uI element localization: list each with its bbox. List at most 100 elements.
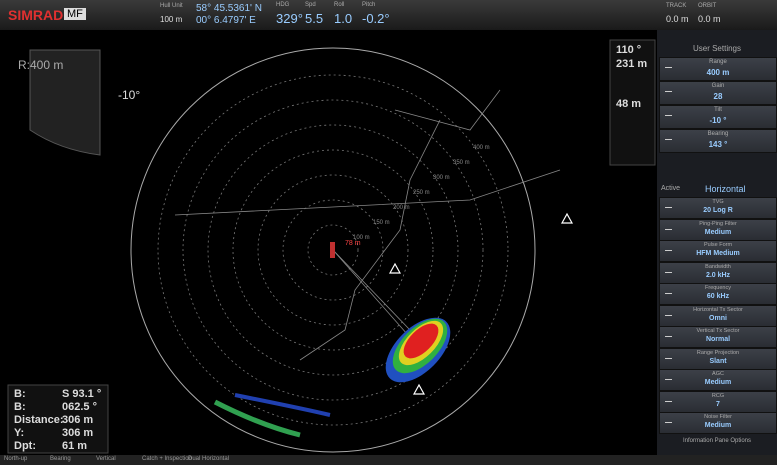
latitude: 58° 45.5361' N (196, 3, 262, 14)
echo (213, 317, 451, 438)
setting-value: 28 (713, 92, 723, 101)
setting-button[interactable]: Tilt -10 ° (659, 105, 777, 129)
info-value: 306 m (62, 427, 94, 439)
info-label: Distance: (14, 414, 64, 426)
setting-button[interactable]: AGC Medium (659, 369, 777, 391)
panel-footer[interactable]: Information Pane Options (682, 438, 752, 444)
setting-label: Frequency (705, 285, 731, 291)
brand: SIMRAD (8, 7, 64, 23)
setting-button[interactable]: Range 400 m (659, 57, 777, 81)
setting-label: Horizontal Tx Sector (693, 306, 743, 313)
setting-button[interactable]: Range Projection Slant (659, 347, 777, 370)
setting-value: Omni (709, 314, 727, 322)
sonar-view (7, 39, 656, 454)
setting-label: TVG (712, 199, 724, 205)
info-box (7, 384, 109, 454)
label: ORBIT (698, 3, 717, 9)
setting-value: Medium (704, 422, 732, 429)
setting-button[interactable]: Bandwidth 2.0 kHz (659, 261, 777, 284)
setting-value: Normal (705, 336, 731, 343)
info-label: B: (14, 388, 26, 400)
value: -0.2° (362, 11, 390, 26)
setting-label: Bandwidth (705, 263, 731, 270)
setting-value: 7 (716, 400, 720, 408)
setting-button[interactable]: Bearing 143 ° (659, 129, 777, 153)
setting-button[interactable]: Pulse Form HFM Medium (659, 240, 777, 262)
info-value: 062.5 ° (62, 401, 97, 413)
label: Pitch (362, 2, 376, 8)
ring-label: 400 m (473, 145, 490, 151)
info-label: Y: (14, 427, 25, 439)
marker-label: 78 m (345, 240, 361, 247)
setting-button[interactable]: Horizontal Tx Sector Omni (659, 304, 777, 327)
distance: 231 m (616, 58, 648, 70)
tab[interactable]: Dual Horizontal (188, 456, 230, 462)
setting-label: AGC (712, 371, 724, 377)
range-label: R:400 m (18, 58, 64, 72)
value: 0.0 m (698, 14, 721, 24)
setting-value: -10 ° (709, 116, 727, 125)
label: Roll (334, 2, 345, 8)
setting-button[interactable]: Noise Filter Medium (659, 412, 777, 434)
tab[interactable]: North-up (4, 456, 28, 462)
longitude: 00° 6.4797' E (196, 15, 256, 26)
top-bar: SIMRAD MF Hull Unit 100 m 58° 45.5361' N 00° … (0, 0, 777, 30)
setting-button[interactable]: Vertical Tx Sector Normal (659, 326, 777, 348)
value: 1.0 (334, 11, 353, 26)
setting-button[interactable]: Gain 28 (659, 81, 777, 105)
setting-button[interactable]: RCG 7 (659, 390, 777, 413)
setting-label: Vertical Tx Sector (696, 328, 740, 334)
ring-label: 200 m (393, 205, 410, 211)
setting-value: 20 Log R (703, 207, 733, 214)
setting-label: Tilt (714, 107, 722, 113)
tilt-indicator (29, 49, 101, 156)
setting-label: Noise Filter (704, 414, 732, 420)
setting-label: Gain (711, 83, 725, 89)
setting-label: Range (709, 59, 727, 65)
setting-label: Range Projection (696, 349, 740, 356)
ring-label: 150 m (373, 220, 390, 226)
setting-value: HFM Medium (696, 250, 740, 257)
setting-button[interactable]: Frequency 60 kHz (659, 283, 777, 305)
vessel (330, 242, 335, 258)
tab[interactable]: Catch + Inspection (142, 456, 192, 462)
info-label: Dpt: (14, 440, 36, 452)
setting-label: Ping-Ping Filter (699, 220, 737, 227)
tilt-label: -10° (118, 88, 141, 102)
label: TRACK (666, 3, 687, 9)
info-label: B: (14, 401, 26, 413)
readout-box (609, 39, 656, 166)
active-label: Active (661, 185, 681, 192)
value: 5.5 (305, 11, 324, 26)
setting-button[interactable]: TVG 20 Log R (659, 197, 777, 219)
info-value: 306 m (62, 414, 94, 426)
ring-label: 350 m (453, 160, 470, 166)
info-value: 61 m (62, 440, 88, 452)
setting-button[interactable]: Ping-Ping Filter Medium (659, 218, 777, 241)
settings-panel: User Settings Range 400 m Gain 28 Tilt -10 ° Be… (657, 30, 777, 455)
range-rings (157, 74, 509, 426)
panel-title: User Settings (692, 44, 742, 53)
active-value: Horizontal (705, 184, 746, 194)
setting-value: Slant (709, 357, 727, 365)
setting-value: 143 ° (708, 140, 728, 149)
ring-label: 250 m (413, 190, 430, 196)
bearing: 110 ° (616, 44, 642, 56)
setting-value: Medium (704, 228, 732, 236)
ring-label: 300 m (433, 175, 450, 181)
tab[interactable]: Vertical (96, 456, 116, 462)
setting-label: Bearing (707, 131, 729, 137)
tab[interactable]: Bearing (50, 456, 71, 462)
setting-value: 60 kHz (706, 293, 730, 300)
depth: 48 m (616, 98, 642, 110)
chart-lines (174, 89, 561, 361)
model: MF (64, 8, 86, 20)
value: 100 m (160, 15, 183, 24)
label: Spd (305, 2, 316, 8)
setting-label: Pulse Form (703, 242, 733, 248)
info-value: S 93.1 ° (62, 388, 102, 400)
label: HDG (276, 2, 290, 8)
setting-value: Medium (704, 379, 732, 386)
outer-ring (130, 47, 536, 453)
